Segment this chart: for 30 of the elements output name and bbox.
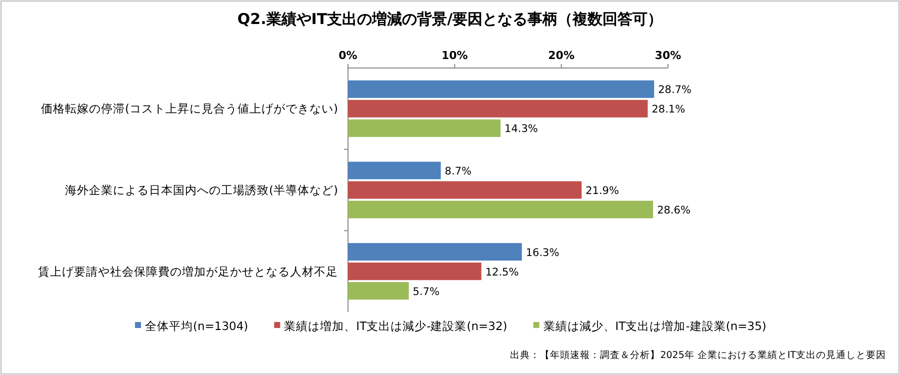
data-label: 28.6% <box>657 204 690 217</box>
x-tick-label: 0% <box>338 49 358 62</box>
x-tick-label: 30% <box>654 49 682 62</box>
legend-label: 全体平均(n=1304) <box>145 319 248 333</box>
bar <box>348 262 482 280</box>
y-tick-label: 賃上げ要請や社会保障費の増加が足かせとなる人材不足 <box>38 264 338 278</box>
data-label: 21.9% <box>586 185 619 197</box>
bar <box>348 162 441 180</box>
x-tick-label: 10% <box>441 49 468 62</box>
chart-title: Q2.業績やIT支出の増減の背景/要因となる事柄（複数回答可） <box>237 10 663 28</box>
data-label: 5.7% <box>412 286 440 298</box>
bar <box>348 200 654 218</box>
legend-label: 業績は増加、IT支出は減少-建設業(n=32) <box>284 319 508 333</box>
y-tick-label: 価格転嫁の停滞(コスト上昇に見合う値上げができない) <box>41 102 338 116</box>
bar <box>348 181 582 199</box>
y-tick-label: 海外企業による日本国内への工場誘致(半導体など) <box>65 183 338 197</box>
data-label: 14.3% <box>504 123 538 136</box>
data-label: 16.3% <box>526 246 560 259</box>
legend-label: 業績は減少、IT支出は増加-建設業(n=35) <box>543 319 766 333</box>
bar <box>348 243 522 261</box>
bar <box>348 282 409 300</box>
bar <box>348 100 648 118</box>
x-tick-label: 20% <box>548 49 575 62</box>
data-label: 8.7% <box>444 165 472 178</box>
bar <box>348 119 501 137</box>
data-label: 12.5% <box>485 266 519 278</box>
data-label: 28.7% <box>658 84 692 96</box>
bar <box>348 80 654 98</box>
source-note: 出典：【年頭速報：調査＆分析】2025年 企業における業績とIT支出の見通しと要因 <box>510 349 886 361</box>
data-label: 28.1% <box>652 104 686 116</box>
